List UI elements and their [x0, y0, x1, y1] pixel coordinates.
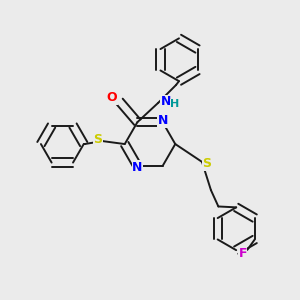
- Text: F: F: [238, 247, 247, 260]
- Text: O: O: [107, 91, 117, 104]
- Text: S: S: [202, 157, 211, 170]
- Text: S: S: [93, 134, 102, 146]
- Text: N: N: [160, 95, 171, 109]
- Text: H: H: [170, 99, 179, 109]
- Text: N: N: [132, 160, 142, 174]
- Text: N: N: [158, 115, 168, 128]
